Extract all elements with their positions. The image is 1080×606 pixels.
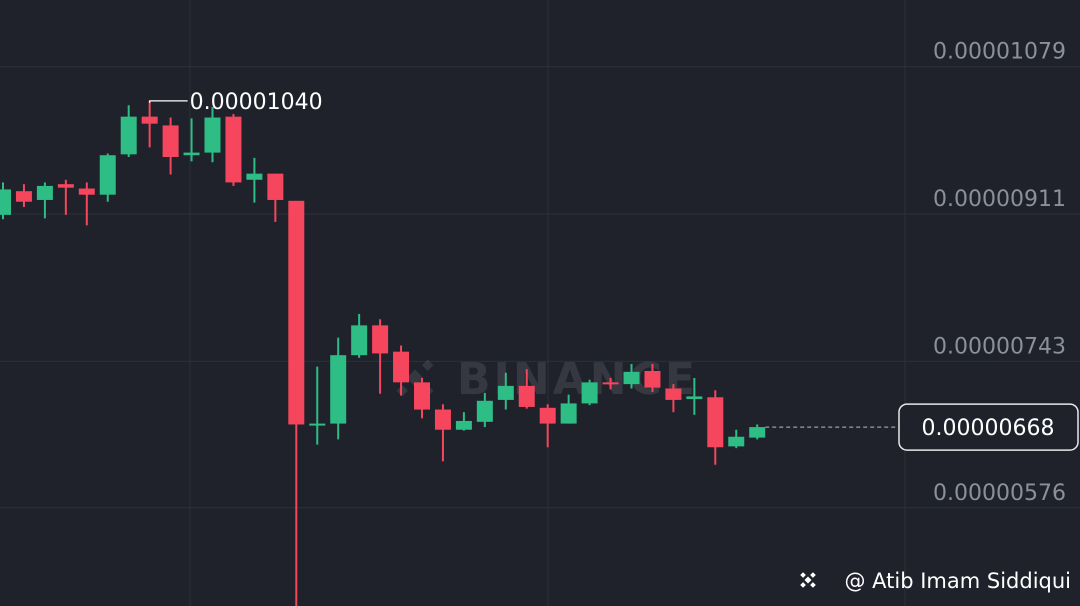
candle-body	[414, 382, 430, 410]
y-tick-label: 0.00000743	[933, 334, 1066, 359]
candle-body	[623, 371, 640, 385]
candle-body	[497, 385, 514, 400]
candle-body	[288, 200, 305, 425]
last-price-box	[898, 403, 1079, 451]
overlay: 0.00001040 0.00000668	[149, 90, 1079, 451]
candle-body	[120, 116, 137, 155]
candle-body	[644, 370, 661, 388]
candle-body	[141, 116, 158, 124]
candle-body	[183, 152, 200, 156]
candle-body	[686, 396, 703, 400]
candle-body	[665, 388, 682, 400]
candle-body	[0, 189, 11, 215]
candle-body	[749, 427, 766, 438]
candle-body	[330, 355, 347, 424]
candle-body	[57, 184, 74, 188]
candle-body	[707, 397, 724, 448]
candle-body	[246, 173, 263, 180]
candle-body	[267, 173, 284, 200]
candle-body	[560, 403, 577, 424]
high-marker-line	[149, 100, 188, 103]
credit: @ Atib Imam Siddiqui	[844, 569, 1071, 593]
plot-area	[0, 100, 766, 606]
candle-body	[351, 325, 368, 356]
candle-body	[99, 155, 116, 195]
candle-body	[15, 191, 32, 202]
candle-body	[309, 423, 326, 426]
candle-body	[728, 436, 745, 447]
candle-body	[539, 407, 556, 424]
candle-body	[78, 188, 95, 195]
watermark-text: BINANCE	[457, 354, 698, 405]
candle-body	[581, 382, 598, 404]
candle-body	[225, 116, 242, 183]
candle-body	[455, 420, 472, 430]
last-price-label: 0.00000668	[922, 416, 1055, 441]
candle-body	[393, 351, 410, 383]
y-tick-label: 0.00000911	[933, 187, 1066, 212]
y-tick-label: 0.00001079	[933, 40, 1066, 65]
high-marker-label: 0.00001040	[190, 90, 323, 115]
grid: 0.00001079 0.00000911 0.00000743 0.00000576	[0, 40, 1080, 509]
candle-body	[372, 325, 389, 354]
candle-body	[476, 400, 493, 422]
y-tick-label: 0.00000576	[933, 481, 1066, 506]
candle-body	[518, 385, 535, 407]
candle-body	[36, 185, 53, 200]
candle-body	[162, 125, 179, 157]
candle-body	[204, 117, 221, 153]
candle-body	[434, 409, 451, 430]
candle-body	[602, 382, 619, 385]
